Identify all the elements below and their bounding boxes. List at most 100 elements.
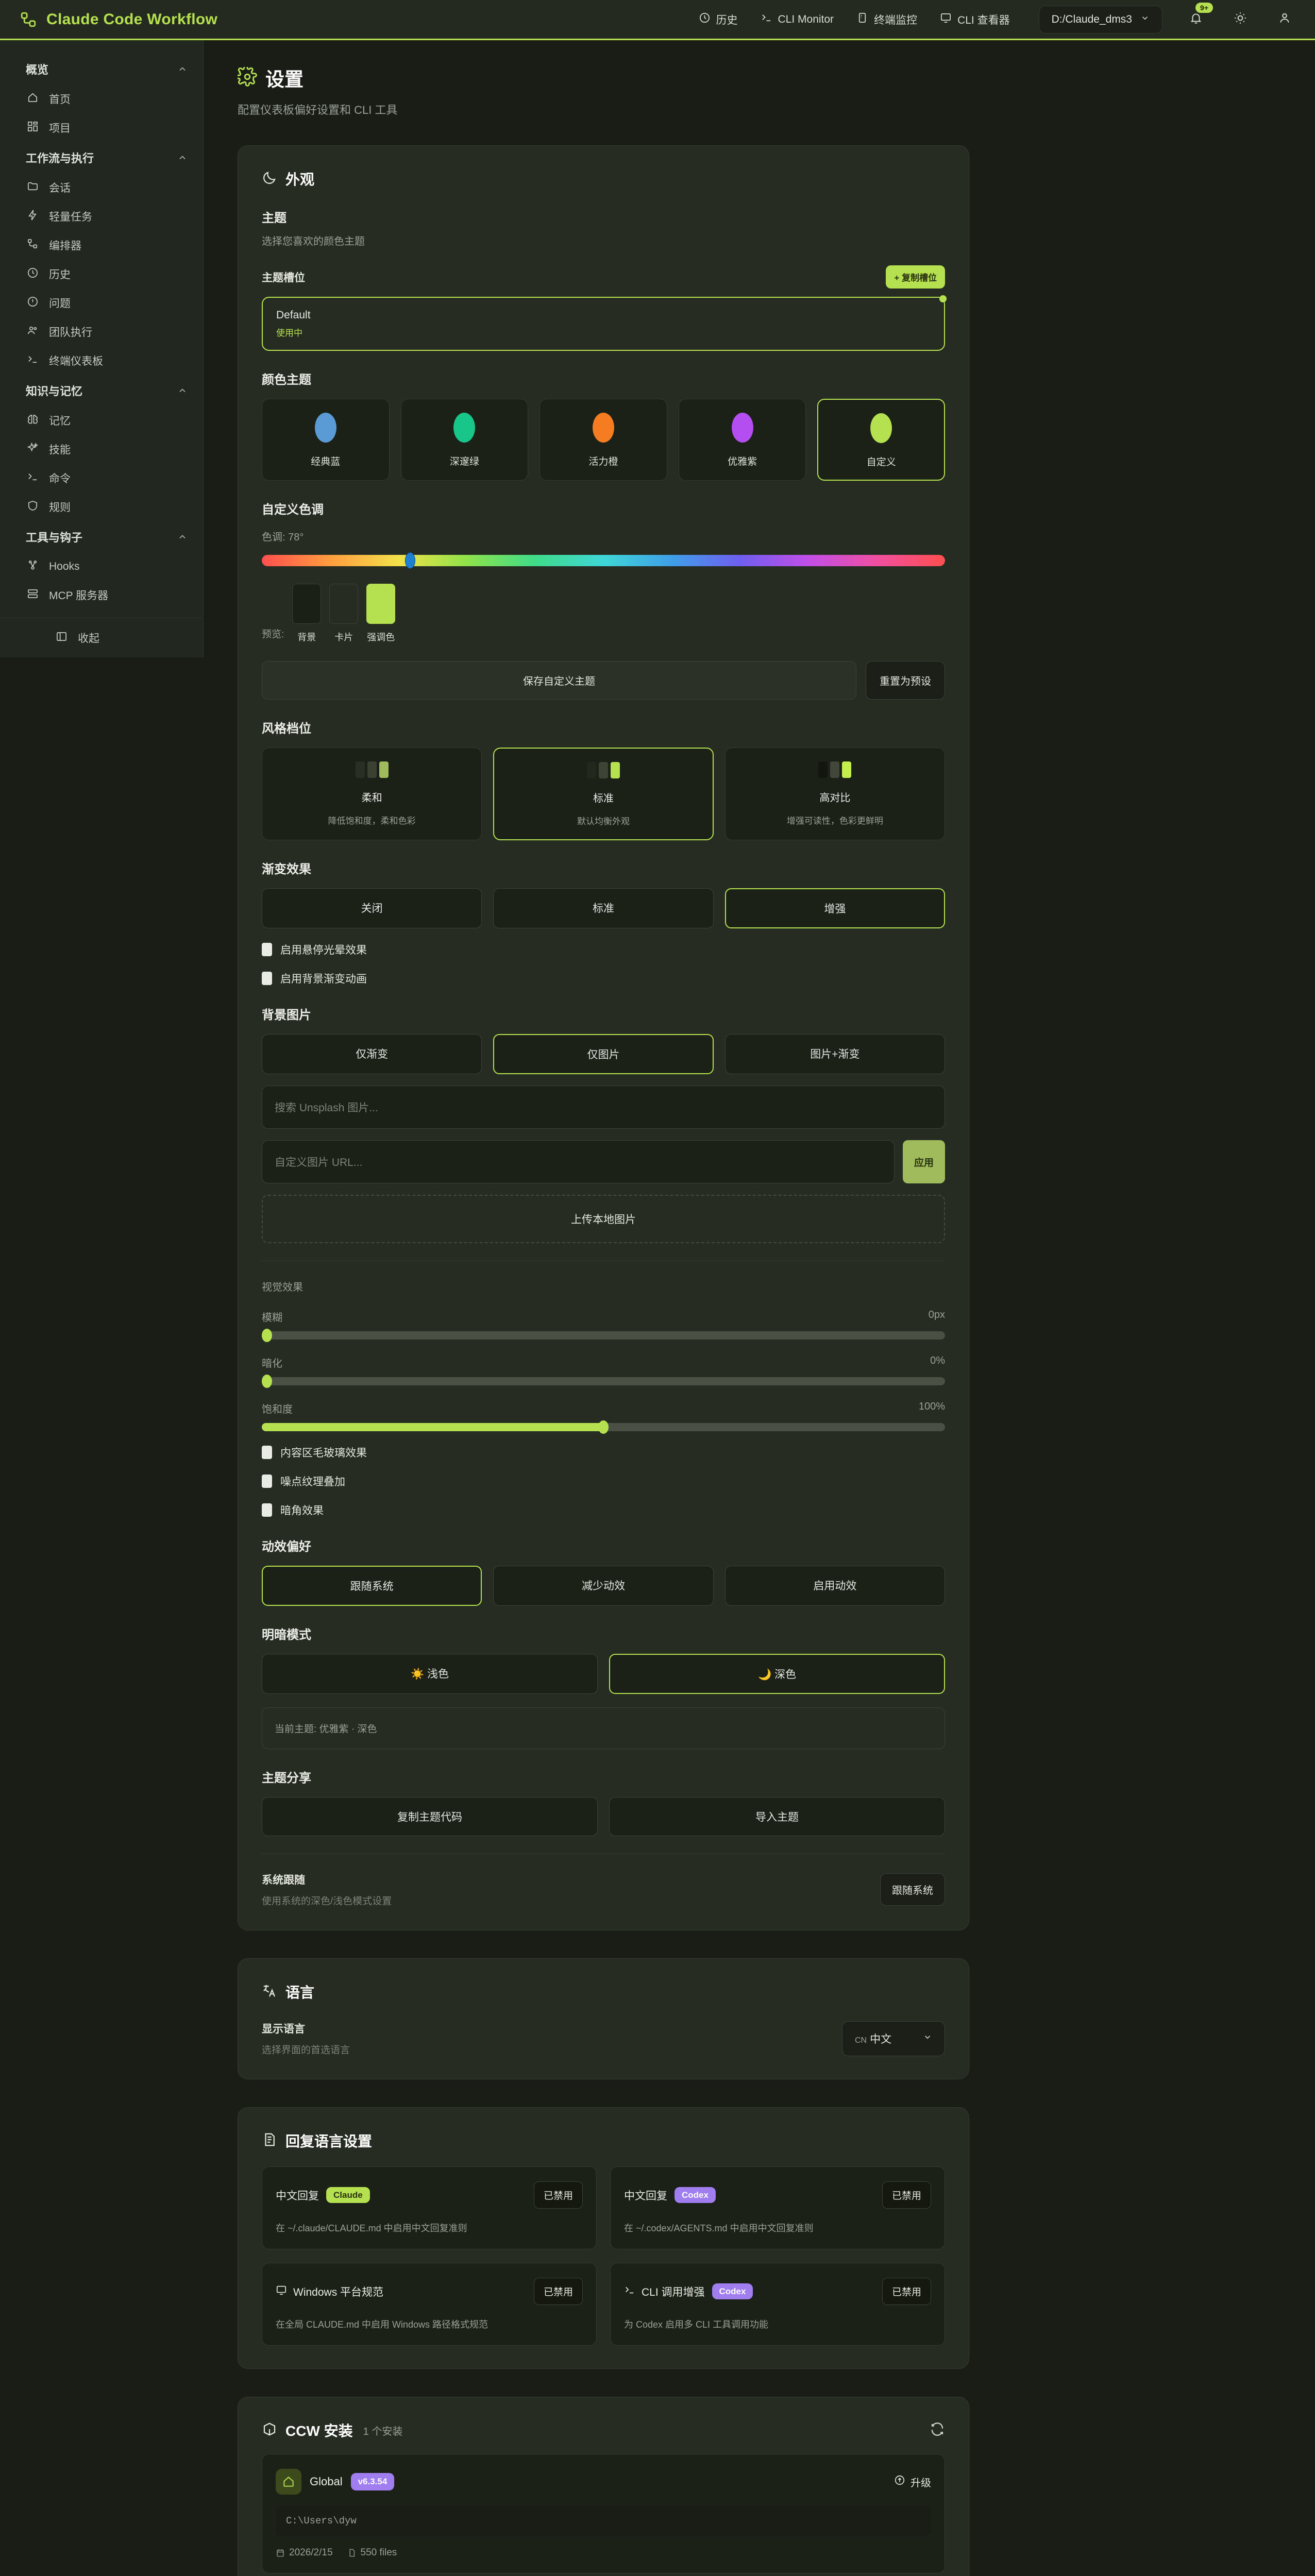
sidebar-collapse-button[interactable]: 收起	[0, 623, 203, 652]
theme-tile-classic-blue[interactable]: 经典蓝	[262, 399, 390, 481]
sidebar-item-projects[interactable]: 项目	[0, 113, 203, 142]
reply-card-chinese-claude[interactable]: 中文回复 Claude 已禁用 在 ~/.claude/CLAUDE.md 中启…	[262, 2166, 597, 2249]
copy-theme-code-button[interactable]: 复制主题代码	[262, 1797, 598, 1836]
sidebar-item-issues[interactable]: 问题	[0, 289, 203, 317]
bg-option-gradient-only[interactable]: 仅渐变	[262, 1034, 482, 1074]
sidebar-item-terminal-dashboard[interactable]: 终端仪表板	[0, 346, 203, 375]
darken-slider[interactable]	[262, 1375, 945, 1388]
duplicate-slot-button[interactable]: + 复制槽位	[886, 265, 945, 289]
checkbox-box[interactable]	[262, 1446, 272, 1459]
reply-card-title: Windows 平台规范	[276, 2284, 383, 2299]
system-follow-button[interactable]: 跟随系统	[880, 1873, 945, 1906]
directory-selector[interactable]: D:/Claude_dms3	[1038, 5, 1162, 33]
blur-slider-knob[interactable]	[262, 1329, 272, 1342]
topnav-history[interactable]: 历史	[699, 12, 738, 27]
sidebar-item-history[interactable]: 历史	[0, 260, 203, 289]
sidebar-item-label: 规则	[49, 502, 71, 514]
sidebar-group-workflow[interactable]: 工作流与执行	[0, 142, 203, 173]
topnav-cli-viewer[interactable]: CLI 查看器	[940, 12, 1010, 27]
notifications-bell-button[interactable]: 9+	[1185, 2, 1213, 30]
topnav-cli-monitor[interactable]: CLI Monitor	[761, 12, 834, 27]
unsplash-search-input[interactable]: 搜索 Unsplash 图片...	[262, 1086, 945, 1129]
import-theme-button[interactable]: 导入主题	[609, 1797, 945, 1836]
bg-option-image-gradient[interactable]: 图片+渐变	[724, 1034, 945, 1074]
save-custom-theme-button[interactable]: 保存自定义主题	[262, 661, 856, 700]
checkbox-vignette[interactable]: 暗角效果	[262, 1502, 945, 1518]
theme-tile-deep-green[interactable]: 深邃绿	[400, 399, 529, 481]
saturation-slider-knob[interactable]	[598, 1420, 609, 1434]
custom-image-url-input[interactable]: 自定义图片 URL...	[262, 1140, 895, 1183]
saturation-slider[interactable]	[262, 1420, 945, 1434]
checkbox-box[interactable]	[262, 943, 272, 956]
style-tile-standard[interactable]: 标准 默认均衡外观	[493, 748, 714, 840]
mode-option-light[interactable]: ☀️ 浅色	[262, 1654, 598, 1694]
sidebar-item-skills[interactable]: 技能	[0, 435, 203, 464]
sidebar-item-orchestrator[interactable]: 编排器	[0, 231, 203, 260]
brand[interactable]: Claude Code Workflow	[20, 11, 217, 28]
darken-slider-knob[interactable]	[262, 1375, 272, 1388]
package-icon	[262, 2421, 277, 2439]
style-tile-soft[interactable]: 柔和 降低饱和度，柔和色彩	[262, 748, 482, 840]
theme-tile-elegant-purple[interactable]: 优雅紫	[678, 399, 806, 481]
sidebar-item-home[interactable]: 首页	[0, 84, 203, 113]
upgrade-button[interactable]: 升级	[894, 2475, 931, 2489]
checkbox-box[interactable]	[262, 972, 272, 985]
grid-icon	[27, 121, 39, 135]
gradient-options: 关闭 标准 增强	[262, 888, 945, 928]
sidebar-group-overview[interactable]: 概览	[0, 54, 203, 84]
theme-tile-vivid-orange[interactable]: 活力橙	[540, 399, 667, 481]
checkbox-hover-glow[interactable]: 启用悬停光晕效果	[262, 942, 945, 957]
blur-slider[interactable]	[262, 1329, 945, 1342]
gradient-option-off[interactable]: 关闭	[262, 888, 482, 928]
sidebar-item-sessions[interactable]: 会话	[0, 173, 203, 202]
sidebar-item-light-tasks[interactable]: 轻量任务	[0, 202, 203, 231]
reply-card-windows-spec[interactable]: Windows 平台规范 已禁用 在全局 CLAUDE.md 中启用 Windo…	[262, 2263, 597, 2346]
sidebar-group-knowledge[interactable]: 知识与记忆	[0, 375, 203, 406]
refresh-icon[interactable]	[930, 2421, 945, 2439]
checkbox-content-glass[interactable]: 内容区毛玻璃效果	[262, 1445, 945, 1460]
visual-effects-label: 视觉效果	[262, 1282, 303, 1293]
sidebar-item-hooks[interactable]: Hooks	[0, 552, 203, 581]
upload-local-image-button[interactable]: 上传本地图片	[262, 1195, 945, 1243]
reply-card-chinese-codex[interactable]: 中文回复 Codex 已禁用 在 ~/.codex/AGENTS.md 中启用中…	[610, 2166, 945, 2249]
sidebar-item-commands[interactable]: 命令	[0, 464, 203, 493]
apply-url-button[interactable]: 应用	[902, 1140, 945, 1183]
sidebar-group-tools[interactable]: 工具与钩子	[0, 521, 203, 552]
notification-badge: 9+	[1195, 2, 1213, 13]
sidebar-item-memory[interactable]: 记忆	[0, 406, 203, 435]
motion-option-system[interactable]: 跟随系统	[262, 1566, 482, 1606]
hue-slider[interactable]	[262, 552, 945, 569]
gradient-option-enhanced[interactable]: 增强	[724, 888, 945, 928]
gradient-option-standard[interactable]: 标准	[493, 888, 714, 928]
language-value: 中文	[870, 2033, 892, 2045]
preview-swatch	[292, 584, 322, 624]
sidebar-item-mcp-servers[interactable]: MCP 服务器	[0, 581, 203, 609]
sidebar-item-rules[interactable]: 规则	[0, 493, 203, 521]
theme-slot-card[interactable]: Default 使用中	[262, 295, 947, 351]
motion-option-enabled[interactable]: 启用动效	[724, 1566, 945, 1606]
topnav-terminal-monitor[interactable]: 终端监控	[856, 12, 917, 27]
theme-tile-custom[interactable]: 自定义	[817, 399, 945, 481]
sidebar-item-team-exec[interactable]: 团队执行	[0, 317, 203, 346]
folder-icon	[27, 180, 39, 195]
reply-card-state-button[interactable]: 已禁用	[533, 2278, 583, 2305]
user-account-button[interactable]	[1274, 9, 1295, 30]
mode-option-dark[interactable]: 🌙 深色	[609, 1654, 945, 1694]
language-select[interactable]: CN 中文	[842, 2021, 945, 2056]
reply-card-state-button[interactable]: 已禁用	[882, 2181, 931, 2209]
style-tile-high-contrast[interactable]: 高对比 增强可读性，色彩更鲜明	[724, 748, 945, 840]
theme-toggle-button[interactable]	[1229, 9, 1251, 30]
motion-option-reduced[interactable]: 减少动效	[493, 1566, 714, 1606]
checkbox-box[interactable]	[262, 1503, 272, 1517]
chevron-up-icon	[177, 532, 188, 542]
reply-card-state-button[interactable]: 已禁用	[882, 2278, 931, 2305]
checkbox-box[interactable]	[262, 1475, 272, 1488]
checkbox-bg-gradient-anim[interactable]: 启用背景渐变动画	[262, 971, 945, 986]
hue-slider-knob[interactable]	[405, 552, 416, 569]
bg-option-image-only[interactable]: 仅图片	[493, 1034, 714, 1074]
checkbox-noise-texture[interactable]: 噪点纹理叠加	[262, 1473, 945, 1489]
reply-card-state-button[interactable]: 已禁用	[533, 2181, 583, 2209]
reply-card-cli-enhance[interactable]: CLI 调用增强 Codex 已禁用 为 Codex 启用多 CLI 工具调用功…	[610, 2263, 945, 2346]
saturation-fill	[262, 1423, 603, 1431]
reset-to-preset-button[interactable]: 重置为预设	[866, 661, 945, 700]
